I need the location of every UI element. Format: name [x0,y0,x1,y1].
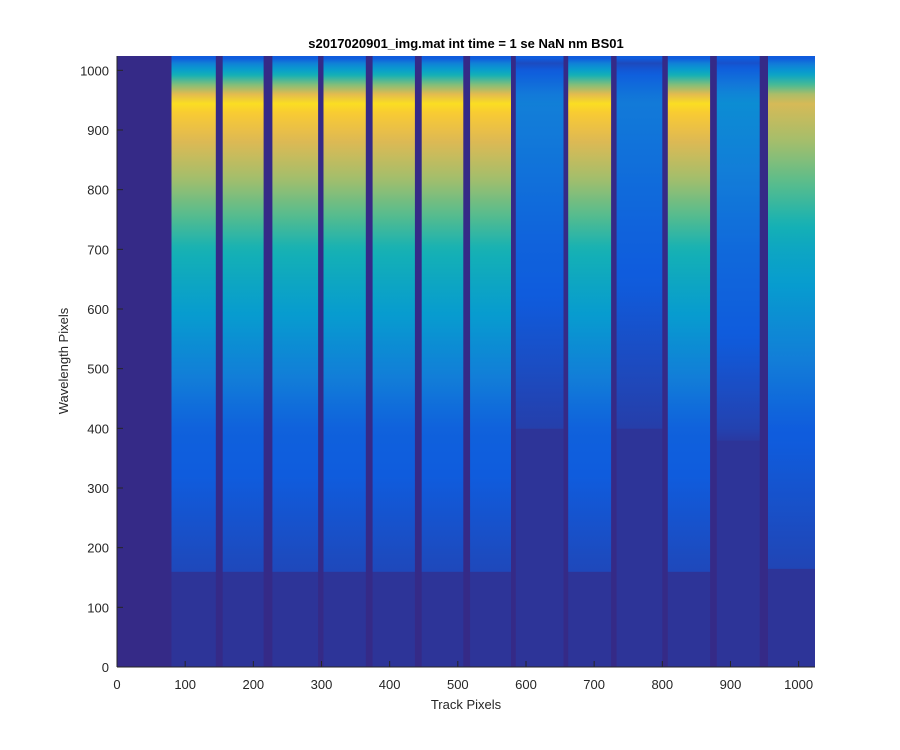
x-ticks: 0 100 200 300 400 500 600 700 800 900 1000 [113,661,813,692]
y-tick-label: 700 [87,242,109,257]
x-tick-label: 200 [242,677,264,692]
y-tick-label: 600 [87,302,109,317]
heatmap-tracks [171,56,815,667]
chart-title: s2017020901_img.mat int time = 1 se NaN … [308,36,623,51]
y-tick-label: 800 [87,183,109,198]
plot-area [117,56,815,667]
x-tick-label: 600 [515,677,537,692]
y-tick-label: 900 [87,123,109,138]
x-tick-label: 100 [174,677,196,692]
x-tick-label: 800 [651,677,673,692]
heatmap-track [323,56,366,667]
y-tick-label: 100 [87,600,109,615]
x-tick-label: 400 [379,677,401,692]
axes: 0 100 200 300 400 500 600 700 800 900 1000 0 100 200… [80,56,815,692]
heatmap-background [117,56,815,667]
y-tick-label: 200 [87,541,109,556]
x-tick-label: 0 [113,677,120,692]
heatmap-track [667,56,711,667]
x-tick-label: 900 [720,677,742,692]
y-tick-label: 400 [87,421,109,436]
heatmap-track [768,56,815,667]
x-tick-label: 1000 [784,677,813,692]
x-axis-label: Track Pixels [431,697,502,712]
heatmap-track [568,56,612,667]
heatmap-track [616,56,663,667]
heatmap-track [222,56,264,667]
x-tick-label: 500 [447,677,469,692]
x-tick-label: 300 [311,677,333,692]
y-ticks: 0 100 200 300 400 500 600 700 800 900 1000 [80,63,123,675]
heatmap-track [716,56,760,667]
heatmap-track [421,56,464,667]
y-tick-label: 1000 [80,63,109,78]
x-tick-label: 700 [583,677,605,692]
heatmap-track [372,56,415,667]
heatmap-track [470,56,511,667]
heatmap-track [515,56,564,667]
y-tick-label: 500 [87,362,109,377]
y-axis-label: Wavelength Pixels [56,307,71,414]
heatmap-track [171,56,216,667]
y-tick-label: 0 [102,660,109,675]
heatmap-track [272,56,319,667]
y-tick-label: 300 [87,481,109,496]
